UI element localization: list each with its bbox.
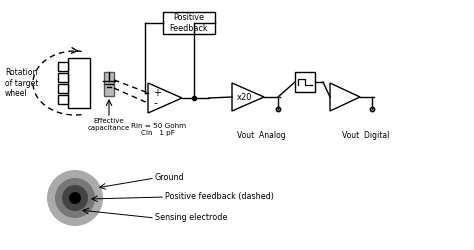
Polygon shape xyxy=(232,83,264,111)
Bar xyxy=(104,72,114,96)
Text: x20: x20 xyxy=(237,92,253,102)
Text: +: + xyxy=(153,88,161,98)
Polygon shape xyxy=(330,83,360,111)
Bar xyxy=(58,84,68,93)
Text: Rotation
of target
wheel: Rotation of target wheel xyxy=(5,68,38,98)
Bar xyxy=(58,73,68,82)
Bar xyxy=(58,95,68,104)
Circle shape xyxy=(62,185,88,211)
Text: Sensing electrode: Sensing electrode xyxy=(155,214,228,222)
Circle shape xyxy=(47,170,103,226)
Text: Effective
capacitance: Effective capacitance xyxy=(88,118,130,131)
Circle shape xyxy=(55,178,95,218)
Text: Vout  Analog: Vout Analog xyxy=(237,131,285,140)
Text: Positive
Feedback: Positive Feedback xyxy=(170,13,208,33)
Bar xyxy=(163,12,215,34)
Bar xyxy=(58,62,68,71)
Text: Vout  Digital: Vout Digital xyxy=(342,131,390,140)
Text: -: - xyxy=(153,98,157,108)
Bar xyxy=(295,72,315,92)
Bar xyxy=(68,58,90,108)
Text: Ground: Ground xyxy=(155,174,185,182)
Text: Positive feedback (dashed): Positive feedback (dashed) xyxy=(165,192,274,202)
Circle shape xyxy=(69,192,81,204)
Polygon shape xyxy=(148,83,182,113)
Text: Rin = 50 Gohm
Cin   1 pF: Rin = 50 Gohm Cin 1 pF xyxy=(131,123,186,136)
